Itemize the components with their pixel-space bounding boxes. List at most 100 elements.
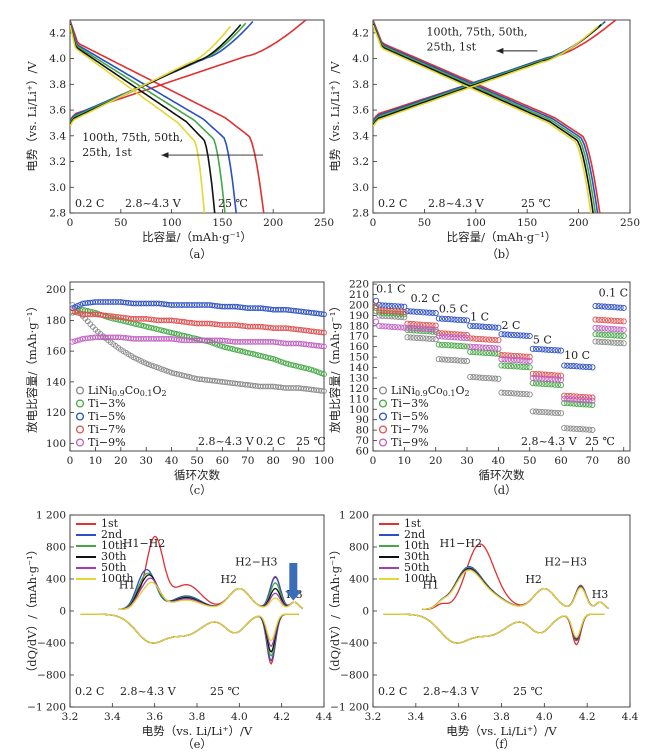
cycle-annotation-line1: 100th, 75th, 50th,: [426, 25, 527, 38]
x-tick-label: 50: [418, 217, 431, 229]
legend-marker-1: [75, 399, 85, 408]
data-point: [561, 395, 568, 402]
data-point: [539, 408, 546, 416]
data-point: [489, 324, 496, 331]
data-point: [476, 323, 483, 330]
data-point: [507, 356, 514, 363]
y-tick-label: 3.2: [352, 156, 369, 168]
data-point: [161, 328, 167, 334]
data-point: [561, 392, 568, 399]
legend-label-4: 50th: [101, 561, 127, 574]
x-tick-label: 4.2: [273, 711, 290, 723]
peak-label: H1: [423, 579, 440, 592]
data-point: [321, 343, 327, 350]
x-tick-label: 90: [292, 455, 305, 467]
data-point: [473, 323, 480, 330]
data-point: [423, 335, 430, 342]
data-point: [413, 321, 420, 328]
data-point: [373, 302, 380, 310]
y-tick-label: −800: [340, 670, 369, 682]
data-point: [526, 353, 533, 360]
series-4: [69, 334, 327, 350]
data-point: [379, 307, 386, 314]
data-point: [557, 347, 565, 354]
data-point: [398, 308, 405, 315]
legend-label-2: 10th: [101, 539, 127, 552]
data-point: [407, 325, 414, 332]
data-point: [573, 400, 580, 407]
series-2: [69, 299, 327, 318]
data-point: [501, 356, 508, 363]
data-point: [460, 317, 467, 324]
data-point: [598, 303, 605, 310]
data-point: [178, 372, 185, 378]
data-point: [529, 374, 536, 382]
data-point: [293, 363, 299, 369]
data-point: [473, 335, 480, 342]
data-point: [564, 395, 571, 403]
data-point: [388, 308, 395, 315]
series-3: [69, 308, 327, 336]
data-point: [579, 363, 587, 370]
data-point: [564, 425, 571, 432]
discharge-dqdv-cycle-5: [80, 613, 299, 644]
data-point: [517, 332, 524, 339]
data-point: [454, 342, 461, 349]
data-point: [410, 334, 417, 341]
data-point: [523, 364, 530, 371]
y-tick-label: 3.6: [352, 105, 369, 117]
x-tick-label: 250: [314, 217, 334, 229]
data-point: [579, 426, 587, 433]
data-point: [517, 363, 524, 370]
data-point: [551, 372, 558, 379]
data-point: [153, 326, 160, 332]
x-tick-label: 100: [466, 217, 486, 229]
temperature: 25 ℃: [218, 197, 248, 210]
data-point: [401, 324, 408, 331]
cycle-annotation-line1: 100th, 75th, 50th,: [82, 131, 183, 144]
data-point: [514, 390, 521, 397]
data-point: [432, 326, 439, 333]
legend-label-4: 50th: [404, 561, 430, 574]
data-point: [250, 351, 256, 357]
data-point: [404, 308, 411, 315]
voltage-window: 2.8~4.3 V: [125, 197, 182, 210]
data-point: [451, 342, 458, 349]
x-tick-label: 0: [370, 455, 377, 467]
data-point: [561, 362, 568, 369]
data-point: [498, 356, 505, 363]
data-point: [300, 364, 307, 371]
data-point: [554, 372, 561, 379]
data-point: [476, 344, 483, 351]
data-point: [611, 326, 618, 333]
cycle-annotation-line2: 25th, 1st: [82, 146, 132, 159]
legend-label-0: LiNi0.9Co0.1O2: [88, 384, 167, 398]
data-point: [492, 324, 499, 331]
data-point: [429, 309, 436, 316]
data-point: [125, 319, 132, 326]
data-point: [592, 316, 599, 323]
panel-f: 3.2 3.4 3.6 3.8 4.0 4.2 4.4 1 200 800 400 0 −400 −80…: [328, 510, 639, 752]
data-point: [545, 371, 552, 378]
peak-label: H1−H2: [440, 537, 482, 550]
discharge-curve-cycle-4: [70, 24, 206, 213]
legend-marker-4: [378, 438, 388, 447]
discharge-dqdv-cycle-0: [383, 613, 605, 646]
panel-label: （f）: [488, 737, 515, 751]
discharge-curve-cycle-4: [373, 24, 592, 213]
data-point: [573, 425, 580, 432]
y-tick-label: 140: [46, 376, 66, 388]
y-axis-label: （dQ/dV）/（mAh·g⁻¹）: [328, 544, 342, 679]
data-point: [608, 317, 615, 324]
discharge-dqdv-cycle-5: [383, 613, 605, 644]
y-tick-label: 220: [349, 279, 369, 291]
x-tick-label: 40: [165, 455, 178, 467]
data-point: [495, 324, 502, 331]
x-tick-label: 200: [263, 217, 283, 229]
data-point: [520, 390, 527, 398]
data-point: [489, 375, 496, 382]
data-point: [510, 390, 518, 397]
data-point: [501, 352, 508, 359]
panel-a: 0 50 100 150 200 250 2.8 3.0 3.2 3.4 3.6 3.8 4.0 4.2 比…: [25, 19, 334, 261]
